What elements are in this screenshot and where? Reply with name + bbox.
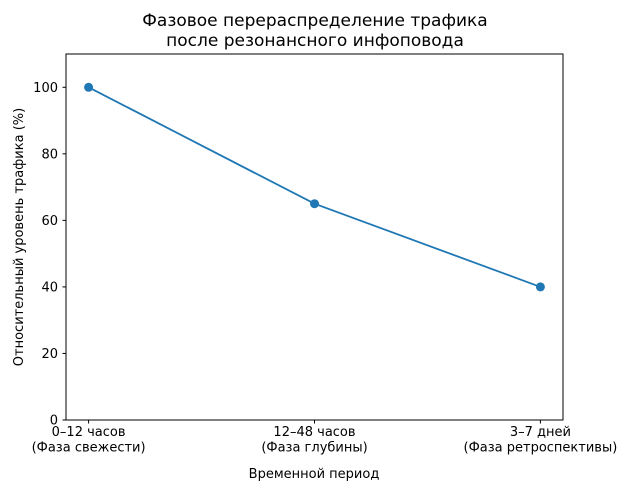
x-tick-label: 3–7 дней (510, 425, 571, 440)
y-tick-label: 60 (41, 214, 58, 229)
data-point (535, 282, 545, 292)
y-axis-label: Относительный уровень трафика (%) (12, 108, 27, 366)
x-tick-label: 0–12 часов (52, 425, 126, 440)
chart-title-line-1: Фазовое перераспределение трафика (142, 11, 487, 31)
y-tick-label: 40 (41, 280, 58, 295)
data-series (84, 82, 545, 292)
x-axis-ticks: 0–12 часов(Фаза свежести)12–48 часов(Фаз… (32, 420, 618, 456)
x-axis-label: Временной период (249, 467, 380, 482)
y-tick-label: 80 (41, 147, 58, 162)
x-tick-label: (Фаза глубины) (261, 441, 367, 456)
x-tick-label: (Фаза свежести) (32, 441, 146, 456)
y-tick-label: 0 (50, 414, 58, 429)
y-tick-label: 20 (41, 347, 58, 362)
chart-title-line-2: после резонансного инфоповода (166, 31, 464, 51)
data-point (84, 82, 94, 92)
trend-line (88, 86, 541, 288)
x-tick-label: 12–48 часов (273, 425, 355, 440)
plot-border (65, 53, 564, 421)
y-axis-ticks: 0 20 40 60 80 100 (33, 81, 66, 429)
plot-spines (65, 53, 564, 421)
data-point (310, 199, 319, 209)
x-tick-label: (Фаза ретроспективы) (464, 441, 618, 456)
y-tick-label: 100 (33, 81, 58, 96)
